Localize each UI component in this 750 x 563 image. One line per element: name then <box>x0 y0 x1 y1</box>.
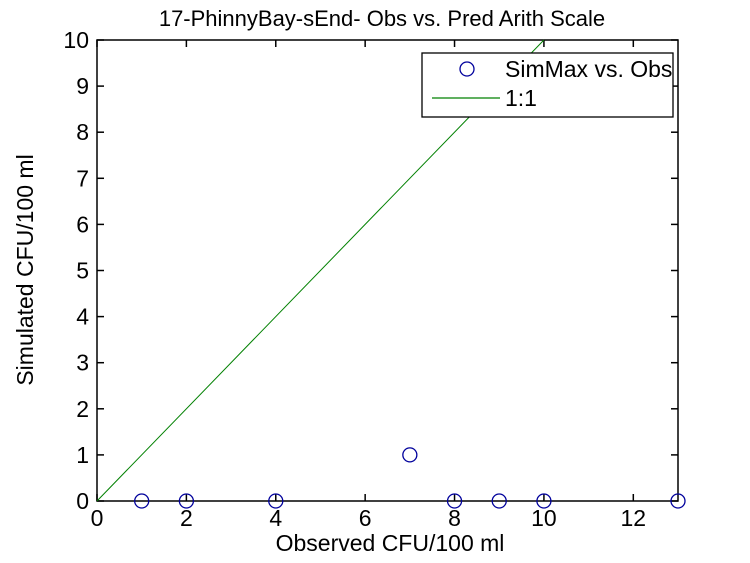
legend: SimMax vs. Obs 1:1 <box>421 52 674 118</box>
y-tick-label: 2 <box>76 396 89 422</box>
y-tick-label: 5 <box>76 258 89 284</box>
data-point <box>268 493 284 509</box>
data-point <box>134 493 150 509</box>
data-point <box>402 447 418 463</box>
x-tick-label: 8 <box>448 505 461 531</box>
y-tick-label: 8 <box>76 119 89 145</box>
x-tick-label: 0 <box>91 505 104 531</box>
y-tick-label: 6 <box>76 211 89 237</box>
legend-circle-marker-icon <box>459 61 475 77</box>
x-axis-label: Observed CFU/100 ml <box>276 530 505 556</box>
y-tick-label: 1 <box>76 442 89 468</box>
data-point <box>536 493 552 509</box>
y-tick-label: 7 <box>76 165 89 191</box>
y-tick-label: 10 <box>63 27 89 53</box>
y-axis-label: Simulated CFU/100 ml <box>12 154 38 385</box>
x-tick-label: 6 <box>359 505 372 531</box>
legend-label-one-to-one: 1:1 <box>505 85 537 111</box>
y-tick-label: 0 <box>76 488 89 514</box>
legend-label-simmax: SimMax vs. Obs <box>505 56 672 82</box>
x-tick-label: 10 <box>531 505 557 531</box>
data-point <box>446 493 463 509</box>
x-tick-label: 2 <box>180 505 193 531</box>
y-tick-label: 9 <box>76 73 89 99</box>
x-tick-label: 12 <box>621 505 647 531</box>
data-point <box>670 493 686 509</box>
legend-box <box>421 52 674 118</box>
data-point <box>491 493 507 509</box>
x-tick-label: 4 <box>269 505 282 531</box>
y-tick-label: 3 <box>76 350 89 376</box>
data-point <box>178 493 195 509</box>
chart-title: 17-PhinnyBay-sEnd- Obs vs. Pred Arith Sc… <box>159 6 605 31</box>
y-tick-label: 4 <box>76 304 89 330</box>
